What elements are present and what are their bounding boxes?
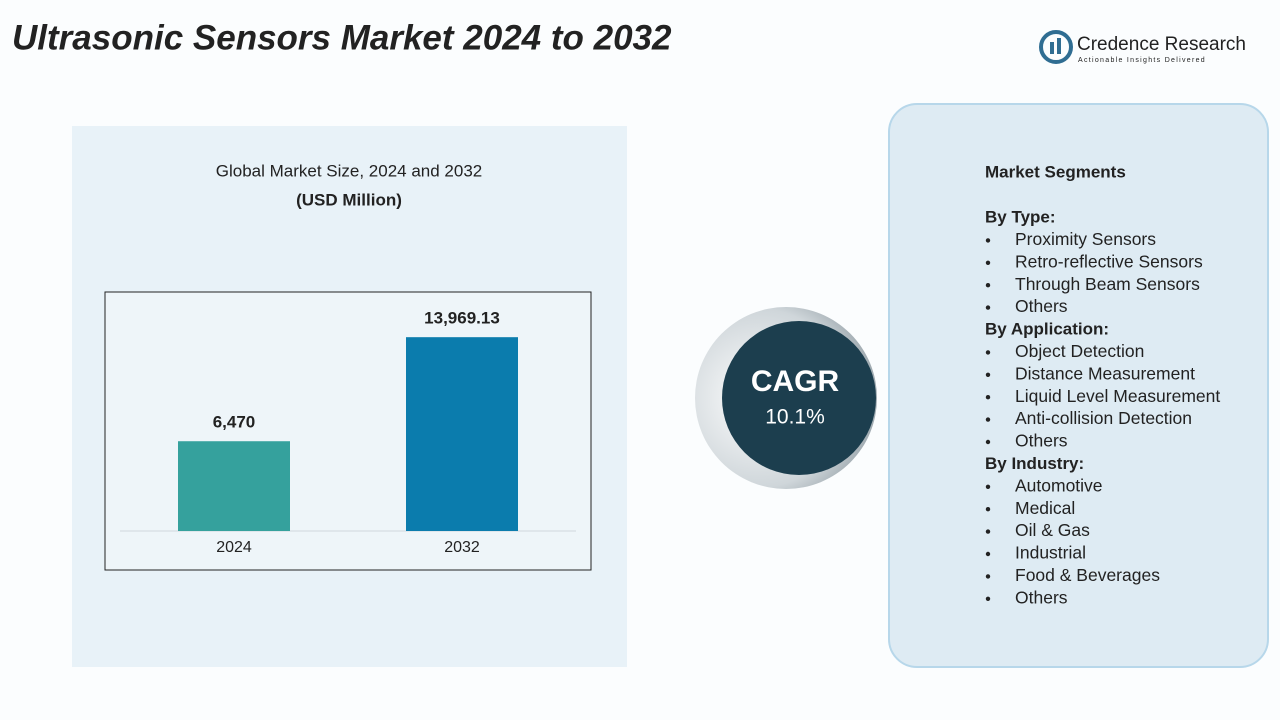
bullet [985, 507, 991, 512]
logo-icon [1057, 38, 1061, 54]
segment-item: Distance Measurement [1015, 363, 1195, 383]
bullet [985, 574, 991, 579]
brand-name: Credence Research [1077, 34, 1246, 55]
bullet [985, 305, 991, 310]
cagr-label: CAGR [751, 365, 840, 398]
segment-item: Others [1015, 296, 1068, 316]
segments-title: Market Segments [985, 162, 1126, 181]
bar-chart: 6,470 2024 13,969.13 2032 [120, 309, 576, 556]
logo-icon [1050, 42, 1054, 54]
segment-heading: By Application: [985, 319, 1109, 338]
segment-item: Retro-reflective Sensors [1015, 251, 1203, 271]
segment-item: Liquid Level Measurement [1015, 386, 1220, 406]
segment-item: Others [1015, 431, 1068, 451]
bullet [985, 529, 991, 534]
segment-item: Proximity Sensors [1015, 229, 1156, 249]
segment-item: Object Detection [1015, 341, 1144, 361]
bar [178, 441, 290, 531]
segment-item: Others [1015, 587, 1068, 607]
bullet [985, 283, 991, 288]
bullet [985, 439, 991, 445]
segment-item: Oil & Gas [1015, 520, 1090, 540]
value-label: 13,969.13 [424, 309, 500, 328]
chart-frame [104, 291, 592, 571]
segment-item: Anti-collision Detection [1015, 408, 1192, 428]
bullet [985, 417, 991, 422]
segments-panel [888, 103, 1269, 668]
segment-heading: By Industry: [985, 454, 1084, 473]
chart-subtitle: (USD Million) [296, 190, 402, 209]
bar [406, 337, 518, 531]
segments-list: Market Segments By Type: Proximity Sensors… [985, 162, 1220, 607]
segment-item: Medical [1015, 498, 1075, 518]
bullet [985, 551, 991, 557]
bullet [985, 238, 991, 243]
page-title: Ultrasonic Sensors Market 2024 to 2032 [12, 18, 672, 57]
bullet [985, 484, 991, 489]
segment-heading: By Type: [985, 207, 1056, 226]
bullet [985, 395, 991, 400]
segment-item: Through Beam Sensors [1015, 274, 1200, 294]
bullet [985, 260, 991, 265]
bullet [985, 596, 991, 601]
segment-item: Automotive [1015, 475, 1103, 495]
segment-item: Food & Beverages [1015, 565, 1160, 585]
logo-icon [1039, 30, 1073, 64]
bullet [985, 372, 991, 377]
chart-title: Global Market Size, 2024 and 2032 [216, 161, 483, 180]
value-label: 6,470 [213, 413, 256, 432]
cagr-value: 10.1% [765, 406, 825, 429]
segment-item: Industrial [1015, 543, 1086, 563]
x-tick-label: 2024 [216, 539, 252, 556]
brand-logo: Credence Research Actionable Insights De… [1039, 30, 1246, 64]
brand-tagline: Actionable Insights Delivered [1078, 57, 1206, 64]
x-tick-label: 2032 [444, 539, 480, 556]
bullet [985, 350, 991, 355]
cagr-circle [722, 321, 876, 475]
